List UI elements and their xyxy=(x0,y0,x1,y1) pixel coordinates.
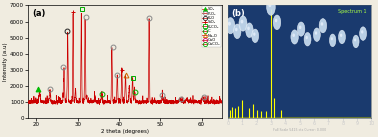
Ellipse shape xyxy=(266,0,275,15)
Ellipse shape xyxy=(304,32,311,46)
Ellipse shape xyxy=(240,20,243,23)
Ellipse shape xyxy=(299,26,302,29)
Ellipse shape xyxy=(252,29,259,43)
Ellipse shape xyxy=(247,27,250,30)
X-axis label: Full Scale 5415 cts Cursor: 0.000: Full Scale 5415 cts Cursor: 0.000 xyxy=(273,128,326,132)
Text: (b): (b) xyxy=(231,9,245,18)
Ellipse shape xyxy=(339,30,345,44)
X-axis label: 2 theta (degrees): 2 theta (degrees) xyxy=(101,129,149,134)
Legend: SO₃, P₂O₅, K₂O, SiO₂, K₂CO₃, C, Na₂O, CaO, CaCO₃: SO₃, P₂O₅, K₂O, SiO₂, K₂CO₃, C, Na₂O, Ca… xyxy=(201,6,222,47)
Ellipse shape xyxy=(273,15,281,30)
Ellipse shape xyxy=(359,27,367,40)
Ellipse shape xyxy=(253,32,256,36)
Ellipse shape xyxy=(228,22,231,26)
Ellipse shape xyxy=(354,38,356,42)
Ellipse shape xyxy=(291,30,298,44)
Ellipse shape xyxy=(305,36,308,39)
Ellipse shape xyxy=(321,22,323,26)
Ellipse shape xyxy=(297,22,305,36)
Ellipse shape xyxy=(268,3,271,7)
Text: (a): (a) xyxy=(32,9,45,18)
Ellipse shape xyxy=(330,34,336,47)
Ellipse shape xyxy=(293,33,295,37)
Ellipse shape xyxy=(235,28,238,31)
Ellipse shape xyxy=(226,18,235,34)
Ellipse shape xyxy=(353,35,359,48)
Ellipse shape xyxy=(315,31,317,35)
Ellipse shape xyxy=(361,30,363,34)
Ellipse shape xyxy=(239,16,247,31)
Text: Spectrum 1: Spectrum 1 xyxy=(338,9,367,14)
Y-axis label: Intensity (a.u): Intensity (a.u) xyxy=(3,42,8,81)
Ellipse shape xyxy=(319,19,327,33)
Ellipse shape xyxy=(340,34,342,37)
Ellipse shape xyxy=(313,28,320,42)
Ellipse shape xyxy=(246,23,253,38)
Ellipse shape xyxy=(234,24,241,39)
Ellipse shape xyxy=(331,37,333,40)
Ellipse shape xyxy=(275,19,277,22)
